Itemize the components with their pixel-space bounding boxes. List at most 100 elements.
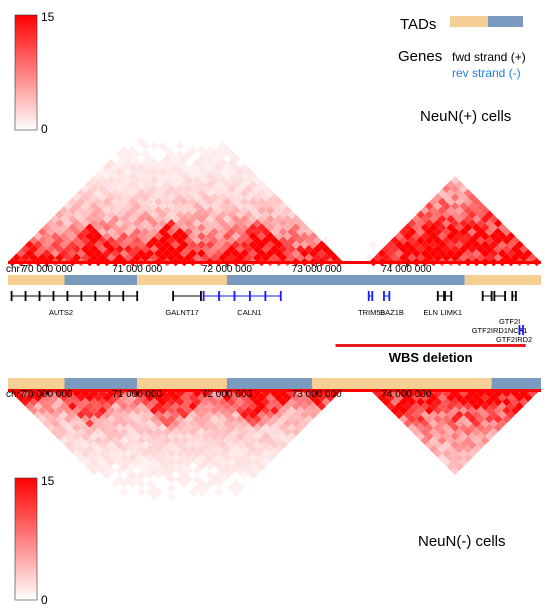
hic-cell: [502, 406, 511, 415]
hic-cell: [240, 419, 249, 428]
hic-cell: [111, 206, 120, 215]
hic-cell: [149, 414, 159, 424]
hic-cell: [442, 406, 451, 415]
hic-cell: [158, 141, 168, 151]
hic-cell: [321, 253, 331, 262]
hic-cell: [175, 423, 185, 432]
hic-cell: [124, 414, 133, 424]
hic-cell: [450, 184, 460, 194]
gene-exon: [108, 291, 111, 301]
gene-exon: [504, 291, 507, 301]
hic-cell: [50, 401, 60, 411]
hic-cell: [433, 431, 443, 441]
hic-cell: [253, 397, 262, 407]
hic-cell: [218, 397, 228, 407]
tad-segment: [491, 378, 541, 389]
hic-cell: [42, 410, 51, 420]
hic-cell: [442, 414, 451, 424]
hic-cell: [308, 249, 318, 258]
hic-cell: [381, 244, 391, 254]
hic-cell: [467, 244, 477, 254]
hic-cell: [253, 457, 262, 467]
hic-cell: [184, 457, 193, 467]
hic-cell: [291, 393, 301, 402]
hic-cell: [167, 483, 176, 493]
hic-cell: [424, 201, 434, 211]
hic-cell: [433, 236, 443, 245]
hic-cell: [227, 158, 236, 168]
hic-cell: [498, 419, 507, 428]
hic-cell: [124, 457, 133, 467]
hic-cell: [240, 240, 249, 250]
axis-tick-label: 71 000 000: [112, 389, 162, 400]
hic-cell: [261, 227, 271, 237]
axis-band: [8, 389, 541, 392]
hic-cell: [81, 193, 90, 202]
hic-cell: [50, 223, 60, 232]
hic-cell: [29, 253, 39, 262]
hic-cell: [222, 249, 232, 258]
hic-cell: [386, 393, 395, 402]
hic-cell: [55, 244, 64, 254]
hic-cell: [102, 470, 112, 480]
hic-cell: [222, 240, 232, 250]
hic-cell: [433, 406, 443, 415]
hic-cell: [222, 419, 232, 428]
hic-cell: [218, 253, 228, 262]
hic-cell: [291, 231, 301, 241]
axis-tick-label: 73 000 000: [292, 264, 342, 275]
hic-cell: [248, 444, 258, 454]
hic-cell: [184, 210, 193, 220]
hic-cell: [42, 249, 51, 258]
hic-cell: [248, 393, 258, 402]
hic-cell: [248, 188, 258, 198]
hic-cell: [493, 397, 503, 407]
hic-cell: [214, 427, 223, 437]
hic-cell: [205, 401, 215, 411]
hic-cell: [493, 253, 503, 262]
hic-cell: [210, 474, 219, 484]
hic-cell: [437, 197, 447, 207]
hic-cell: [149, 423, 159, 432]
hic-cell: [106, 158, 116, 168]
hic-cell: [192, 253, 202, 262]
hic-cell: [442, 201, 451, 211]
hic-cell: [455, 188, 464, 198]
hic-cell: [38, 244, 47, 254]
hic-cell: [106, 457, 116, 467]
hic-cell: [210, 236, 219, 245]
hic-cell: [149, 244, 159, 254]
hic-cell: [128, 479, 137, 488]
hic-cell: [248, 214, 258, 224]
hic-cell: [184, 253, 193, 262]
hic-cell: [253, 219, 262, 228]
hic-cell: [119, 487, 129, 497]
hic-cell: [300, 401, 309, 411]
hic-cell: [437, 223, 447, 232]
hic-cell: [253, 440, 262, 450]
hic-cell: [442, 431, 451, 441]
hic-cell: [119, 453, 129, 463]
hic-cell: [188, 444, 198, 454]
hic-cell: [149, 141, 159, 151]
hic-cell: [463, 249, 473, 258]
hic-cell: [119, 401, 129, 411]
hic-cell: [46, 227, 56, 237]
hic-cell: [106, 219, 116, 228]
hic-cell: [210, 167, 219, 177]
tad-segment: [137, 275, 227, 285]
hic-cell: [248, 419, 258, 428]
hic-cell: [162, 462, 172, 471]
hic-cell: [93, 180, 103, 189]
hic-cell: [197, 487, 206, 497]
hic-cell: [283, 223, 292, 232]
hic-cell: [476, 210, 486, 220]
hic-cell: [278, 244, 288, 254]
hic-cell: [463, 453, 473, 463]
hic-cell: [141, 457, 150, 467]
hic-cell: [231, 444, 241, 454]
hic-cell: [261, 219, 271, 228]
hic-cell: [119, 180, 129, 189]
gene-label: NCF1: [508, 326, 528, 335]
hic-cell: [76, 197, 86, 207]
